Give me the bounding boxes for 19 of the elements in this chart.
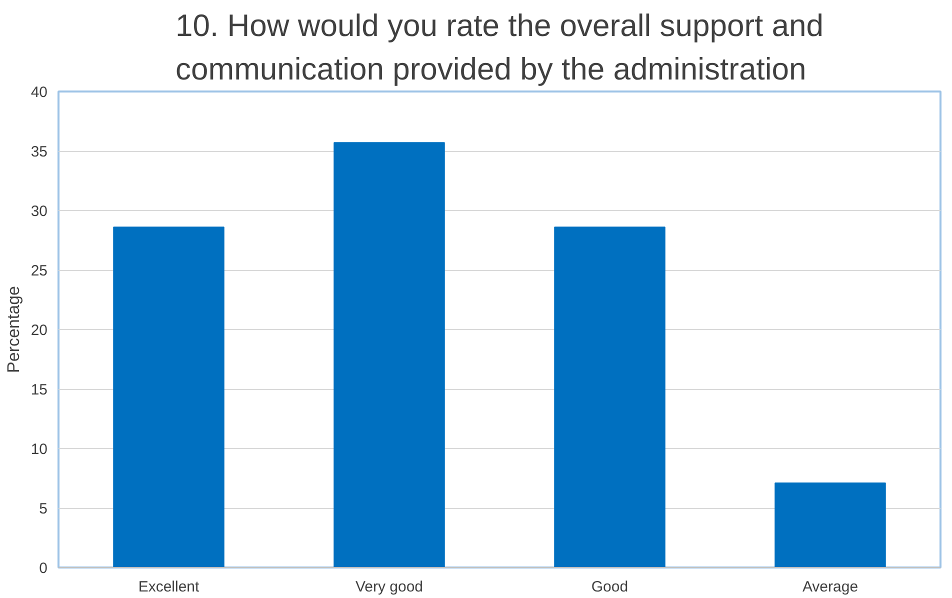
y-tick-label: 20 <box>30 322 48 339</box>
x-tick-label: Excellent <box>138 578 200 596</box>
y-axis-title: Percentage <box>4 286 23 373</box>
y-tick-label: 35 <box>30 144 48 160</box>
chart-title: 10. How would you rate the overall support and communication provided by the administration <box>176 8 824 86</box>
y-tick-label: 0 <box>39 560 48 577</box>
y-tick-label: 30 <box>30 203 48 220</box>
y-tick-label: 10 <box>30 441 48 458</box>
bar <box>774 482 886 568</box>
y-tick-label: 5 <box>39 500 48 518</box>
bar <box>554 226 666 568</box>
bar <box>334 142 445 568</box>
bar <box>113 226 224 568</box>
y-tick-label: 25 <box>30 262 48 280</box>
x-tick-label: Very good <box>355 578 424 596</box>
y-tick-label: 40 <box>30 84 48 101</box>
x-tick-label: Average <box>802 578 858 596</box>
x-tick-label: Good <box>591 578 628 596</box>
y-tick-label: 15 <box>30 382 48 398</box>
